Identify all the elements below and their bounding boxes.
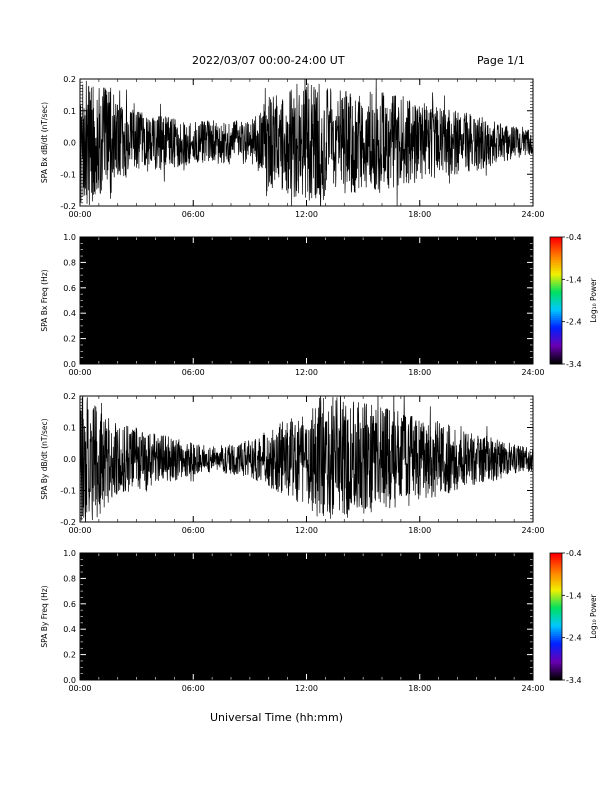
x-tick-label: 12:00 xyxy=(295,210,318,219)
x-tick-label: 24:00 xyxy=(521,210,544,219)
y-tick-label: -0.2 xyxy=(60,202,76,211)
trace-line xyxy=(80,79,533,206)
x-tick-label: 18:00 xyxy=(408,210,431,219)
x-tick-label: 06:00 xyxy=(182,210,205,219)
date-range-title: 2022/03/07 00:00-24:00 UT xyxy=(192,54,345,67)
y-tick-label: 0.0 xyxy=(63,139,76,148)
plot-frame xyxy=(79,78,534,207)
x-tick-label: 00:00 xyxy=(68,210,91,219)
spectrogram-cells xyxy=(80,237,533,364)
y-axis-label: SPA Bx dB/dt (nT/sec) xyxy=(40,102,49,183)
y-tick-label: 0.2 xyxy=(63,75,76,84)
spectrogram-background xyxy=(80,237,533,364)
page-number: Page 1/1 xyxy=(477,54,525,67)
trace-series xyxy=(80,79,533,206)
y-tick-label: -0.1 xyxy=(60,170,76,179)
y-tick-label: 0.1 xyxy=(63,107,76,116)
